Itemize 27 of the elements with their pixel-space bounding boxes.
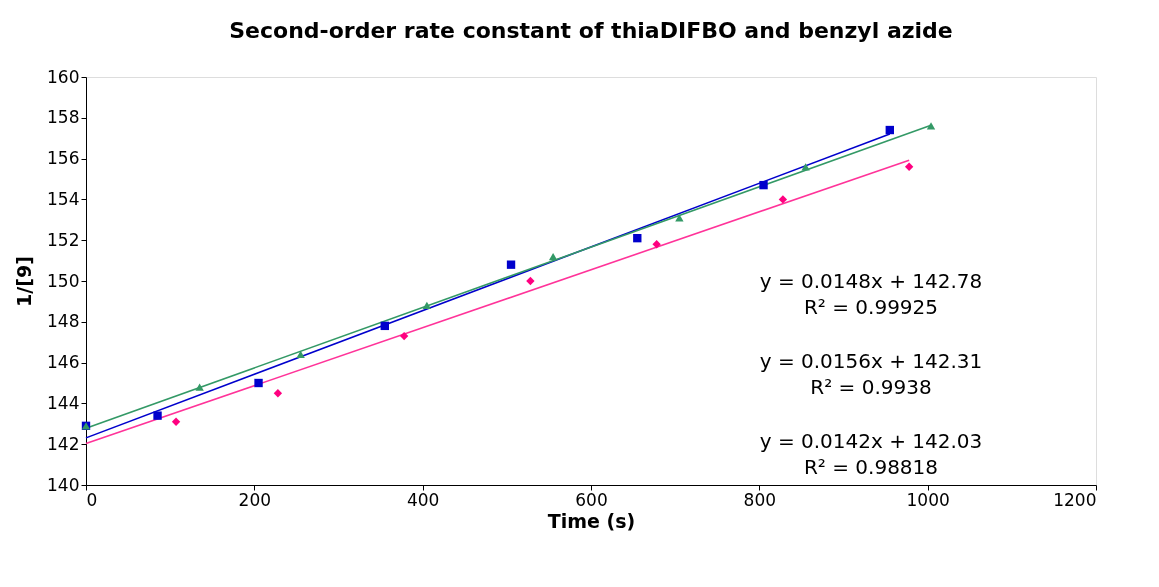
annotation: y = 0.0142x + 142.03 <box>759 429 983 453</box>
x-tick-label: 1200 <box>1053 489 1097 510</box>
y-tick-label: 144 <box>47 392 80 413</box>
y-tick-label: 140 <box>47 474 80 495</box>
x-tick-label: 800 <box>743 489 777 510</box>
x-tick-label: 1000 <box>906 489 950 510</box>
y-tick-label: 142 <box>47 433 80 454</box>
y-tick-label: 146 <box>47 352 80 373</box>
annotation: y = 0.0148x + 142.78 <box>759 269 983 293</box>
annotation: R² = 0.98818 <box>803 455 939 479</box>
y-tick-label: 156 <box>47 148 80 169</box>
chart-title: Second-order rate constant of thiaDIFBO and benzyl azide <box>229 18 953 43</box>
x-tick-label: 0 <box>86 489 98 510</box>
y-tick-label: 160 <box>47 66 80 87</box>
x-tick-label: 200 <box>238 489 272 510</box>
x-axis-title: Time (s) <box>547 509 636 532</box>
y-tick-label: 152 <box>47 229 80 250</box>
y-tick-label: 154 <box>47 188 80 209</box>
annotation: R² = 0.9938 <box>810 375 932 399</box>
y-tick-label: 158 <box>47 107 80 128</box>
annotation: R² = 0.99925 <box>803 295 939 319</box>
y-tick-label: 148 <box>47 311 80 332</box>
y-axis-title: 1/[9] <box>13 256 36 307</box>
x-tick-label: 600 <box>575 489 608 510</box>
x-tick-label: 400 <box>406 489 440 510</box>
y-tick-label: 150 <box>47 270 80 291</box>
annotation: y = 0.0156x + 142.31 <box>759 349 983 373</box>
